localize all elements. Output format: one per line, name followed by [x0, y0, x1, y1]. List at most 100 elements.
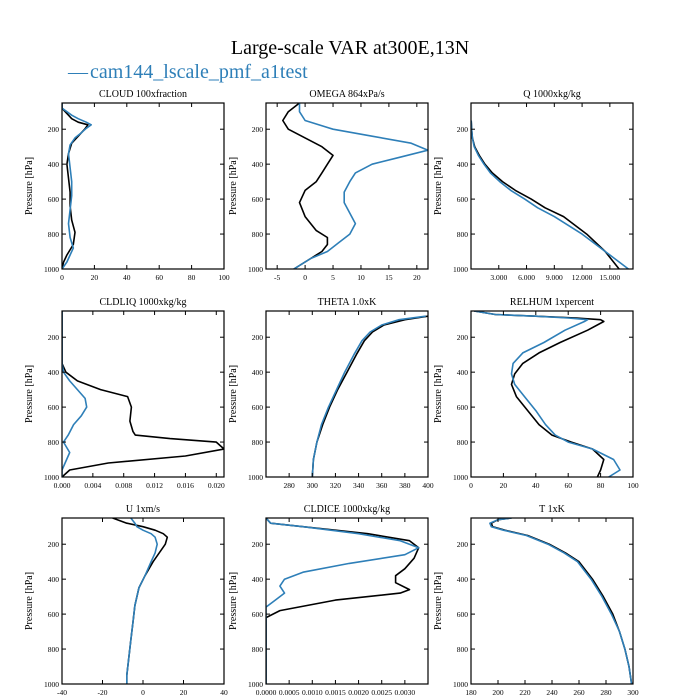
- y-tick-label: 600: [457, 195, 469, 204]
- x-tick-label: 0.0020: [348, 688, 369, 697]
- y-tick-label: 600: [457, 610, 469, 619]
- y-tick-label: 600: [48, 610, 60, 619]
- series-line-black: [62, 103, 89, 269]
- y-axis-label: Pressure [hPa]: [228, 572, 239, 630]
- plot-frame: [61, 517, 225, 685]
- x-tick-label: 20: [413, 273, 421, 282]
- x-tick-label: 20: [91, 273, 99, 282]
- y-tick-label: 800: [457, 230, 469, 239]
- y-tick-label: 400: [252, 368, 264, 377]
- y-tick-label: 200: [457, 540, 469, 549]
- y-tick-label: 200: [252, 540, 264, 549]
- y-tick-label: 800: [48, 230, 60, 239]
- panel-title: RELHUM 1xpercent: [510, 297, 594, 308]
- plot-frame: [61, 310, 225, 478]
- y-axis-label: Pressure [hPa]: [24, 157, 35, 215]
- chart-panel-4: CLDLIQ 1000xkg/kg Pressure [hPa] 0.000 0.00…: [24, 297, 225, 490]
- x-tick-label: 240: [546, 688, 558, 697]
- chart-panel-5: THETA 1.0xK Pressure [hPa] 280 300 320 340 360…: [228, 297, 434, 490]
- series-line-blue: [474, 311, 621, 477]
- y-tick-label: 400: [457, 368, 469, 377]
- y-tick-label: 800: [457, 438, 469, 447]
- x-tick-label: 300: [627, 688, 639, 697]
- y-tick-label: 600: [457, 403, 469, 412]
- x-tick-label: 220: [519, 688, 531, 697]
- series-line-black: [311, 315, 428, 477]
- x-tick-label: 9.000: [546, 273, 563, 282]
- x-tick-label: 0: [141, 688, 145, 697]
- chart-panel-1: CLOUD 100xfraction Pressure [hPa] 0 20 40 60 8…: [24, 89, 230, 282]
- x-tick-label: 12.000: [572, 273, 593, 282]
- x-tick-label: 0.0015: [325, 688, 346, 697]
- x-tick-label: 0.016: [177, 481, 194, 490]
- series-line-black: [62, 311, 224, 477]
- x-tick-label: -40: [57, 688, 67, 697]
- x-tick-label: 15.000: [600, 273, 621, 282]
- series-line-blue: [471, 120, 629, 269]
- x-tick-label: -20: [98, 688, 108, 697]
- panel-title: T 1xK: [539, 504, 565, 515]
- x-tick-label: 60: [155, 273, 163, 282]
- y-tick-label: 600: [252, 403, 264, 412]
- x-tick-label: 0: [60, 273, 64, 282]
- plot-frame: [470, 517, 634, 685]
- x-tick-label: 0.0010: [302, 688, 323, 697]
- x-tick-label: 20: [500, 481, 508, 490]
- y-tick-label: 1000: [248, 265, 263, 274]
- x-tick-label: 0.020: [208, 481, 225, 490]
- chart-panel-9: T 1xK Pressure [hPa] 180 200 220 240 260 280 300…: [433, 504, 639, 697]
- y-axis-label: Pressure [hPa]: [228, 365, 239, 423]
- series-line-blue: [62, 311, 88, 477]
- x-tick-label: 280: [284, 481, 296, 490]
- x-tick-label: 0: [469, 481, 473, 490]
- x-tick-label: 0.0000: [256, 688, 277, 697]
- x-tick-label: 100: [627, 481, 639, 490]
- x-tick-label: 280: [600, 688, 612, 697]
- plot-frame: [61, 102, 225, 270]
- y-axis-label: Pressure [hPa]: [433, 572, 444, 630]
- x-tick-label: 100: [218, 273, 230, 282]
- x-tick-label: 200: [492, 688, 504, 697]
- figure-title: Large-scale VAR at300E,13N: [231, 37, 469, 59]
- y-tick-label: 1000: [44, 265, 59, 274]
- y-tick-label: 400: [48, 368, 60, 377]
- y-tick-label: 800: [252, 230, 264, 239]
- y-axis-label: Pressure [hPa]: [24, 365, 35, 423]
- panel-title: CLDLIQ 1000xkg/kg: [100, 297, 187, 308]
- y-axis-label: Pressure [hPa]: [433, 157, 444, 215]
- y-tick-label: 400: [252, 575, 264, 584]
- y-tick-label: 200: [457, 333, 469, 342]
- x-tick-label: 0.0005: [279, 688, 300, 697]
- y-tick-label: 800: [252, 438, 264, 447]
- series-line-black: [112, 518, 169, 684]
- panel-title: Q 1000xkg/kg: [523, 89, 581, 100]
- x-tick-label: 0.0030: [395, 688, 416, 697]
- x-tick-label: 80: [597, 481, 605, 490]
- y-tick-label: 1000: [44, 473, 59, 482]
- x-tick-label: 260: [573, 688, 585, 697]
- y-tick-label: 400: [457, 160, 469, 169]
- y-tick-label: 1000: [453, 473, 468, 482]
- y-tick-label: 400: [48, 575, 60, 584]
- y-tick-label: 200: [48, 125, 60, 134]
- y-tick-label: 1000: [453, 680, 468, 689]
- series-line-blue: [62, 103, 92, 269]
- x-tick-label: 300: [307, 481, 319, 490]
- plot-frame: [470, 310, 634, 478]
- y-tick-label: 400: [48, 160, 60, 169]
- y-tick-label: 1000: [453, 265, 468, 274]
- y-tick-label: 200: [48, 540, 60, 549]
- y-axis-label: Pressure [hPa]: [24, 572, 35, 630]
- series-line-blue: [126, 518, 158, 684]
- chart-panel-7: U 1xm/s Pressure [hPa] -40 -20 0 20 40 200 400 60…: [24, 504, 228, 697]
- x-tick-label: 360: [376, 481, 388, 490]
- panel-title: CLDICE 1000xkg/kg: [304, 504, 390, 515]
- x-tick-label: 40: [220, 688, 228, 697]
- series-line-black: [474, 311, 605, 477]
- panel-title: OMEGA 864xPa/s: [309, 89, 384, 100]
- x-tick-label: -5: [274, 273, 280, 282]
- plot-frame: [265, 310, 429, 478]
- x-tick-label: 10: [357, 273, 365, 282]
